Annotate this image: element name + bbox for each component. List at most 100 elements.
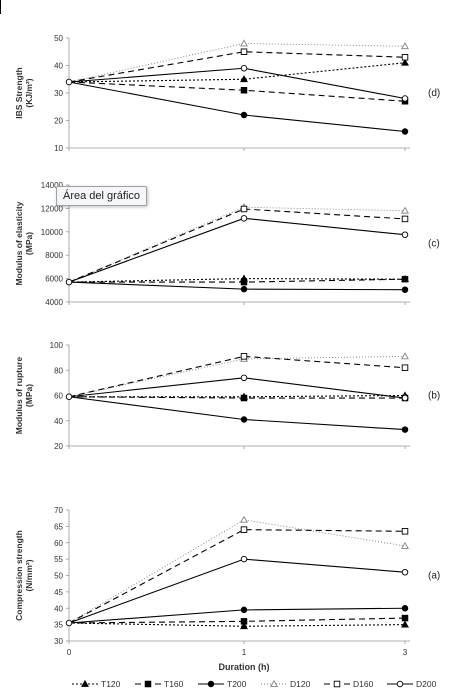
data-point-d120: [240, 515, 248, 523]
series-line-d120: [68, 43, 406, 83]
data-point-d120: [401, 42, 409, 50]
data-point-d120: [401, 541, 409, 549]
x-axis-title: Duration (h): [219, 662, 270, 672]
y-axis-label-line: Compression strength: [14, 530, 24, 621]
data-point-origin: [65, 393, 73, 401]
panel-label: (a): [428, 571, 440, 582]
chart-panel-c: 4000 6000 8000 10000 12000 14000 Modulus of el…: [14, 181, 440, 307]
data-point-t200: [401, 426, 409, 433]
data-point-t160: [240, 618, 248, 625]
legend-marker-t160: [144, 680, 152, 688]
legend-marker-d120: [270, 679, 278, 687]
series-line-d200: [68, 217, 406, 283]
data-point-t120: [240, 75, 248, 83]
data-point-t120: [401, 58, 409, 66]
series-line-d120: [68, 519, 406, 624]
y-tick-label: 10000: [41, 228, 64, 237]
y-tick-label: 4000: [45, 298, 63, 307]
panel-label: (d): [428, 88, 440, 99]
window-edge-bar: [0, 0, 1, 14]
data-point-d120: [240, 39, 248, 47]
data-point-d160: [401, 364, 409, 371]
x-tick-label: 1: [242, 648, 247, 657]
series-line-t120: [69, 394, 406, 398]
y-tick-label: 20: [54, 442, 63, 451]
y-tick-label: 6000: [45, 275, 63, 284]
chart-panel-a: 30 35 40 45 50 55 60 65 70 0 1 3 Compression strengt…: [14, 506, 440, 657]
y-axis-label: Modulus of elasticity(MPa): [14, 201, 34, 285]
series-line-d160: [68, 529, 406, 624]
y-tick-label: 55: [54, 555, 63, 564]
y-tick-label: 30: [54, 637, 63, 646]
chart-panel-d: 10 20 30 40 50 IBS Strength(KJ/m²) (d): [14, 34, 440, 153]
x-tick-label: 3: [403, 648, 408, 657]
data-point-t200: [240, 606, 248, 614]
data-point-d200: [240, 215, 248, 222]
y-tick-label: 8000: [45, 251, 63, 260]
y-tick-label: 12000: [41, 204, 64, 213]
legend-label-t200: T200: [227, 679, 247, 689]
series-line-t120: [68, 622, 406, 627]
data-point-d160: [401, 528, 409, 535]
data-point-t200: [240, 285, 248, 293]
series-line-d120: [68, 206, 406, 283]
legend-label-d120: D120: [290, 679, 311, 689]
y-axis-label: Compression strength(N/mm²): [14, 530, 34, 621]
y-tick-label: 40: [54, 62, 63, 71]
series-line-d160: [68, 51, 406, 83]
data-point-t160: [240, 394, 248, 402]
panel-label: (b): [428, 391, 440, 402]
series-line-t200: [68, 607, 406, 624]
legend-label-d160: D160: [353, 679, 374, 689]
chart-panel-b: 20 40 60 80 100 Modulus of rupture(MPa) (b): [14, 341, 440, 451]
data-point-t200: [240, 416, 248, 423]
chart-area-tooltip: Área del gráfico: [56, 186, 148, 206]
y-tick-label: 20: [54, 117, 63, 126]
y-tick-label: 40: [54, 604, 63, 613]
data-point-d200: [401, 95, 409, 102]
legend-marker-t120: [81, 679, 89, 687]
legend-label-t120: T120: [101, 679, 121, 689]
data-point-origin: [65, 278, 73, 286]
data-point-t200: [401, 128, 409, 135]
y-axis-label-line: Modulus of rupture: [14, 357, 24, 435]
legend-marker-t200: [207, 680, 215, 688]
y-tick-label: 35: [54, 621, 63, 630]
y-tick-label: 70: [54, 506, 63, 515]
y-tick-label: 80: [54, 366, 63, 375]
series-line-d120: [68, 355, 406, 398]
y-tick-label: 10: [54, 144, 63, 153]
legend-label-d200: D200: [416, 679, 437, 689]
y-tick-label: 60: [54, 392, 63, 401]
y-tick-label: 14000: [41, 181, 64, 190]
data-point-origin: [65, 619, 73, 627]
data-point-d160: [240, 526, 248, 533]
data-point-d120: [401, 206, 409, 214]
series-line-t200: [68, 281, 406, 291]
data-point-t160: [401, 614, 409, 622]
y-axis-label: Modulus of rupture(MPa): [14, 357, 34, 435]
data-point-t200: [240, 111, 248, 119]
panel-label: (c): [428, 239, 440, 250]
data-point-t120: [401, 620, 409, 628]
data-point-d160: [240, 353, 248, 360]
data-point-d200: [401, 231, 409, 238]
data-point-t120: [240, 622, 248, 630]
data-point-d200: [240, 555, 248, 563]
legend: T120 T160 T200 D120 D160 D200: [72, 679, 437, 689]
y-axis-label: IBS Strength(KJ/m²): [14, 67, 34, 118]
y-axis-label-line: (N/mm²): [24, 559, 34, 591]
y-axis-label-line: (MPa): [24, 384, 34, 407]
y-axis-label-line: (MPa): [24, 232, 34, 255]
data-point-d200: [401, 568, 409, 576]
data-point-d160: [240, 205, 248, 213]
y-tick-label: 100: [50, 341, 64, 350]
y-tick-label: 65: [54, 522, 63, 531]
series-line-t120: [68, 62, 406, 83]
data-point-t200: [401, 605, 409, 612]
data-point-d200: [240, 374, 248, 382]
series-line-d160: [68, 355, 406, 398]
y-tick-label: 30: [54, 89, 63, 98]
series-line-t200: [68, 396, 406, 431]
